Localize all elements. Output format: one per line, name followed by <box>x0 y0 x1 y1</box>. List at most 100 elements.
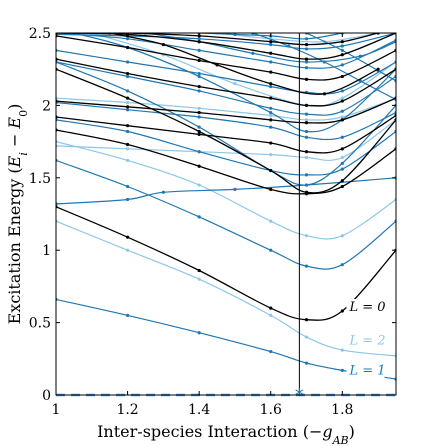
data-point <box>125 158 130 163</box>
data-point <box>340 118 344 122</box>
data-point <box>269 70 273 74</box>
data-point <box>340 263 344 267</box>
data-point <box>340 167 344 171</box>
data-point <box>125 96 130 100</box>
series-l0-20 <box>125 33 380 47</box>
data-point <box>304 112 309 116</box>
data-point <box>304 42 309 47</box>
data-point <box>125 235 130 239</box>
data-point <box>125 100 130 105</box>
data-point <box>340 161 344 165</box>
data-point <box>304 129 309 134</box>
data-point <box>269 113 273 118</box>
data-point <box>340 99 344 103</box>
data-point <box>304 57 309 61</box>
data-point <box>125 248 130 252</box>
data-point <box>125 147 130 151</box>
series-line <box>306 33 396 82</box>
data-point <box>304 150 309 154</box>
data-point <box>197 89 201 93</box>
data-point <box>197 48 201 52</box>
x-tick-label: 1.8 <box>331 402 353 418</box>
data-point <box>269 40 273 44</box>
y-tick-label: 0.5 <box>29 316 51 332</box>
data-point <box>125 313 130 317</box>
data-point <box>125 105 130 109</box>
data-point <box>197 115 201 119</box>
data-point <box>269 111 273 115</box>
data-point <box>269 106 273 110</box>
plot-area <box>56 33 396 395</box>
data-point <box>304 264 309 268</box>
data-point <box>197 164 201 168</box>
data-point <box>269 51 273 55</box>
data-point <box>125 37 130 41</box>
data-point <box>304 103 309 107</box>
data-point <box>304 121 309 125</box>
data-point <box>340 44 344 48</box>
y-tick-label: 1 <box>42 243 51 259</box>
plot-frame <box>55 32 397 396</box>
data-point <box>197 277 201 281</box>
data-point <box>304 66 309 70</box>
data-point <box>304 60 309 64</box>
data-point <box>340 147 344 151</box>
data-point <box>269 168 273 173</box>
data-point <box>125 71 130 76</box>
curve-labels: L = 0 L = 2 L = 1 <box>346 299 386 379</box>
x-axis-label: Inter-species Interaction (−gAB) <box>97 422 355 446</box>
data-point <box>233 187 237 191</box>
data-point <box>340 74 344 79</box>
data-point <box>322 60 327 64</box>
data-point <box>322 92 327 96</box>
data-point <box>269 96 273 100</box>
series-line <box>127 33 379 46</box>
data-point <box>269 42 273 47</box>
data-point <box>197 129 201 134</box>
series-l0-26 <box>108 33 380 96</box>
data-point <box>340 115 344 119</box>
data-point <box>233 82 237 86</box>
curve-label: L = 2 <box>348 333 385 348</box>
data-point <box>197 84 201 89</box>
y-tick-label: 0 <box>42 388 51 404</box>
data-point <box>197 111 201 115</box>
data-point <box>125 197 130 202</box>
curve-label: L = 1 <box>348 364 385 379</box>
data-point <box>269 125 273 129</box>
data-point <box>340 234 344 238</box>
data-point <box>269 82 273 86</box>
data-point <box>215 63 219 67</box>
data-point <box>125 184 130 189</box>
data-point <box>340 48 344 52</box>
data-point <box>125 108 130 112</box>
data-point <box>197 132 201 136</box>
data-point <box>197 268 201 273</box>
data-point <box>161 42 165 47</box>
data-point <box>340 53 344 57</box>
series-line <box>109 33 379 95</box>
ticks-layer: 1 1.2 1.4 1.6 1.8 0 0.5 1 1.5 2 2.5 <box>29 26 396 418</box>
data-point <box>269 219 273 223</box>
data-point <box>125 142 130 147</box>
data-point <box>304 190 309 194</box>
data-point <box>304 173 309 177</box>
data-point <box>197 125 201 129</box>
data-point <box>304 183 309 187</box>
data-point <box>125 45 130 50</box>
data-point <box>340 368 344 372</box>
x-tick-label: 1.6 <box>260 402 282 418</box>
series-l1-10 <box>56 100 396 141</box>
data-point <box>197 74 201 79</box>
series-line <box>56 177 396 205</box>
data-point <box>304 37 309 41</box>
series-l2-1 <box>56 219 396 358</box>
data-point <box>269 248 273 252</box>
curve-label: L = 0 <box>348 300 385 315</box>
curve-label-bg <box>346 332 385 349</box>
data-point <box>269 84 273 89</box>
data-point <box>269 141 273 145</box>
y-tick-label: 2 <box>42 98 51 114</box>
data-point <box>269 313 273 317</box>
